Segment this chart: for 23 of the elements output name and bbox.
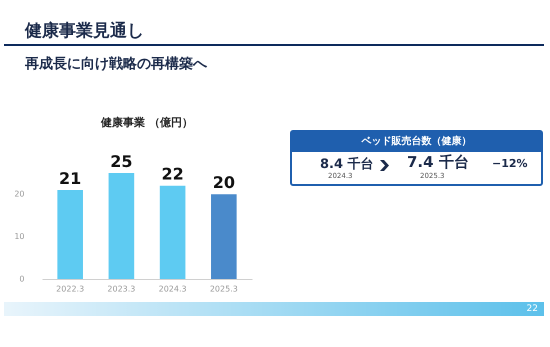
- data-label: 21: [59, 168, 82, 188]
- bar: [57, 190, 83, 279]
- data-label: 25: [110, 152, 133, 171]
- x-tick-label: 2022.3: [56, 284, 84, 294]
- text: 健康事業見通し: [25, 20, 144, 42]
- bar: [160, 186, 186, 279]
- x-tick-label: 2025.3: [210, 284, 238, 294]
- data-label: 20: [212, 173, 235, 192]
- y-tick-label: 10: [14, 232, 24, 242]
- x-tick-label: 2023.3: [107, 284, 136, 294]
- y-tick-label: 0: [19, 274, 24, 284]
- text: 再成長に向け戦略の再構築へ: [25, 55, 207, 73]
- text: 22: [526, 303, 538, 316]
- text: −12%: [492, 157, 528, 170]
- bar: [211, 194, 237, 279]
- y-tick-label: 20: [14, 190, 24, 199]
- bar: [108, 173, 134, 279]
- text: 7.4 千台: [407, 153, 469, 172]
- x-tick-label: 2024.3: [158, 284, 187, 294]
- text: 8.4 千台: [320, 156, 374, 172]
- chart-title: 健康事業 （億円）: [100, 116, 193, 129]
- text: ベッド販売台数（健康）: [292, 132, 541, 152]
- data-label: 22: [161, 164, 184, 184]
